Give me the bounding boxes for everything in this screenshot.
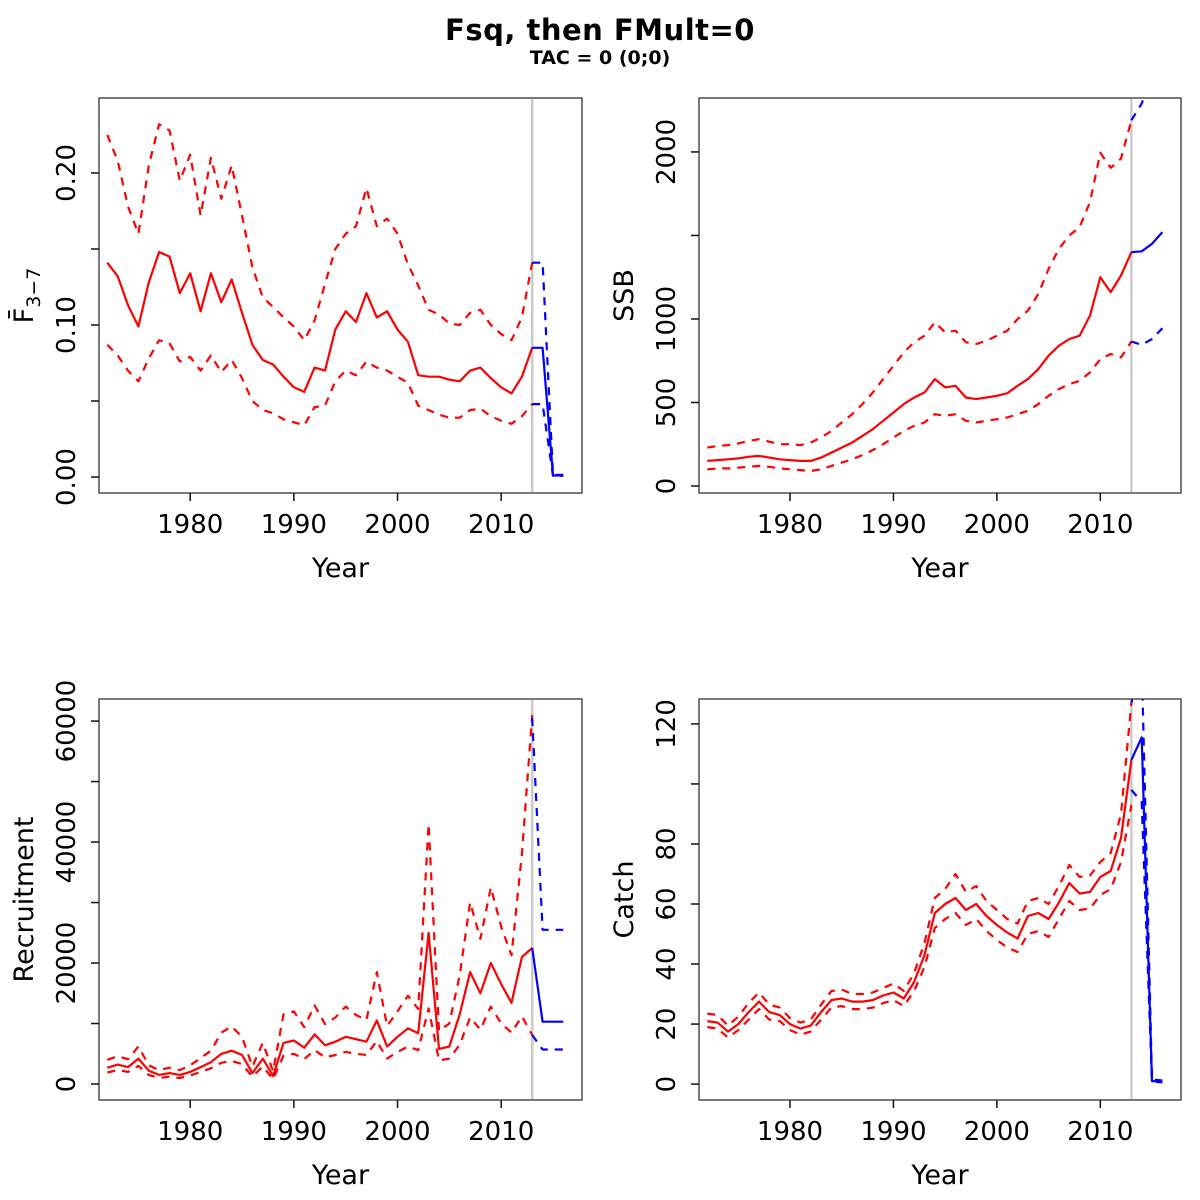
recruitment-upper-ci-historical-line [106,714,534,1073]
panel-recruitment: 1980 1990 2000 2010 0 20000 40000 60000 Year Recr… [9,680,583,1191]
catch-x-tick-label: 1990 [860,1117,926,1147]
ssb-median-forecast-line [1131,231,1164,254]
recruitment-x-axis-title: Year [311,1160,370,1191]
ssb-lower-ci-forecast-line [1131,327,1164,346]
ssb-x-tick-label: 1990 [860,510,926,540]
panel-catch: 1980 1990 2000 2010 0 20 40 60 80 120 Year Catch [609,698,1182,1191]
recruitment-y-tick-label: 20000 [52,922,82,1005]
ssb-y-axis-title: SSB [609,269,640,322]
fbar-lower-ci-historical-line [106,339,534,427]
catch-x-tick-label: 2010 [1067,1117,1133,1147]
fbar-x-tick-label: 2000 [364,510,430,540]
recruitment-x-tick-label: 2010 [468,1117,534,1147]
catch-x-axis-title: Year [910,1160,969,1191]
fbar-upper-ci-historical-line [106,123,534,342]
recruitment-lower-ci-historical-line [107,1005,534,1081]
catch-y-tick-label: 80 [652,827,682,860]
ssb-plot-box [698,97,1182,494]
ssb-upper-ci-forecast-line [1130,98,1145,121]
panel-fbar: 1980 1990 2000 2010 0.00 0.10 0.20 Year F̄3−7 [8,97,583,584]
recruitment-median-historical-line [106,931,533,1078]
fbar-lower-ci-forecast-line [532,403,564,477]
recruitment-plot-box [98,698,583,1101]
recruitment-y-tick-label: 40000 [52,801,82,884]
ssb-y-tick-label: 0 [652,478,682,495]
catch-x-tick-label: 2000 [964,1117,1030,1147]
catch-y-tick-label: 120 [652,699,682,749]
recruitment-upper-ci-forecast-line [531,718,564,931]
ssb-y-tick-label: 1000 [652,286,682,352]
recruitment-x-tick-label: 2000 [364,1117,430,1147]
catch-median-historical-line [707,759,1133,1033]
recruitment-median-forecast-line [531,947,564,1023]
catch-y-tick-label: 40 [652,947,682,980]
catch-upper-ci-historical-line [707,702,1133,1027]
figure-title: Fsq, then FMult=0 [445,13,755,47]
ssb-y-tick-label: 500 [652,378,682,428]
catch-upper-ci-forecast-line [1130,699,1163,1082]
ssb-median-historical-line [707,251,1133,462]
catch-lower-ci-historical-line [707,804,1133,1039]
catch-y-tick-label: 20 [652,1008,682,1041]
recruitment-x-tick-label: 1980 [157,1117,223,1147]
fbar-x-tick-label: 1990 [261,510,327,540]
recruitment-lower-ci-forecast-line [531,1034,564,1051]
fbar-y-tick-label: 0.20 [52,144,82,202]
catch-x-tick-label: 1980 [757,1117,823,1147]
catch-y-tick-label: 0 [652,1076,682,1093]
recruitment-y-tick-label: 0 [52,1076,82,1093]
fbar-x-axis-title: Year [311,553,370,584]
fbar-x-tick-label: 2010 [468,510,534,540]
recruitment-y-tick-label: 60000 [52,680,82,763]
ssb-x-tick-label: 1980 [757,510,823,540]
fbar-x-tick-label: 1980 [157,510,223,540]
catch-y-axis-title: Catch [609,861,640,939]
ssb-y-tick-label: 2000 [652,119,682,185]
ssb-lower-ci-historical-line [707,340,1133,473]
fbar-y-axis-title: F̄3−7 [8,268,45,324]
catch-median-forecast-line [1130,736,1163,1083]
ssb-x-tick-label: 2000 [964,510,1030,540]
fbar-plot-box [98,97,583,494]
ssb-x-tick-label: 2010 [1067,510,1133,540]
fbar-y-tick-label: 0.00 [52,448,82,506]
recruitment-x-tick-label: 1990 [261,1117,327,1147]
recruitment-y-axis-title: Recruitment [9,817,40,983]
catch-plot-box [698,698,1182,1101]
ssb-x-axis-title: Year [910,553,969,584]
figure-subtitle: TAC = 0 (0;0) [529,47,671,69]
fbar-y-tick-label: 0.10 [52,296,82,354]
ssb-upper-ci-historical-line [707,119,1133,449]
fbar-median-historical-line [106,250,534,395]
catch-y-tick-label: 60 [652,887,682,920]
fbar-median-forecast-line [532,346,564,477]
panel-ssb: 1980 1990 2000 2010 0 500 1000 2000 Year SSB [609,97,1182,584]
